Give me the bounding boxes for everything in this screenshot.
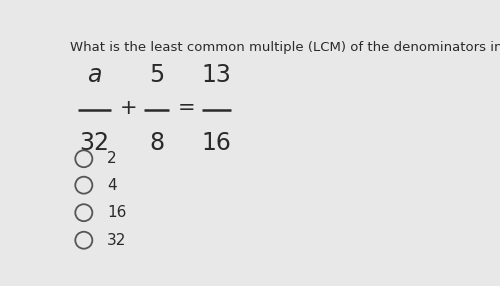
Text: What is the least common multiple (LCM) of the denominators in the equation belo: What is the least common multiple (LCM) … <box>70 41 500 54</box>
Text: +: + <box>120 98 137 118</box>
Text: a: a <box>87 63 102 87</box>
Text: 8: 8 <box>149 131 164 155</box>
Text: 32: 32 <box>107 233 126 248</box>
Text: 2: 2 <box>107 151 117 166</box>
Text: 4: 4 <box>107 178 117 193</box>
Text: 16: 16 <box>202 131 232 155</box>
Text: 5: 5 <box>149 63 164 87</box>
Text: 13: 13 <box>202 63 232 87</box>
Text: 32: 32 <box>80 131 110 155</box>
Text: 16: 16 <box>107 205 126 220</box>
Text: =: = <box>178 98 196 118</box>
